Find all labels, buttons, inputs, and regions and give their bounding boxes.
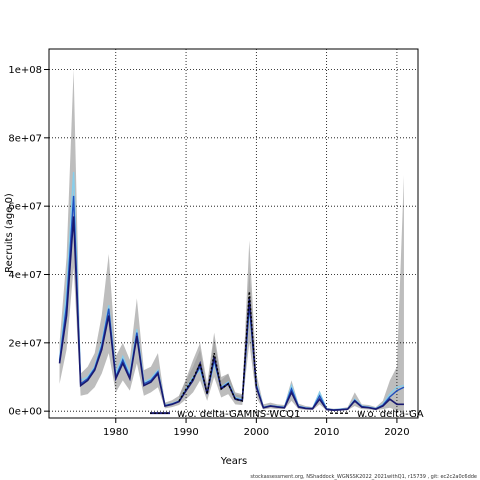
y-axis-title: Recruits (age 0) [4, 193, 15, 273]
overlay-series-line [178, 291, 258, 402]
y-tick-label: 2e+07 [8, 338, 42, 349]
series-line [58, 216, 404, 411]
x-tick-label: 1980 [103, 427, 128, 438]
plot-frame [48, 48, 419, 419]
x-tick-label: 2010 [314, 427, 339, 438]
confidence-band [59, 69, 404, 412]
x-tick-label: 2020 [384, 427, 409, 438]
x-tick-label: 2000 [244, 427, 269, 438]
footer-credit: stockassessment.org, NShaddock_WGNSSK202… [250, 474, 477, 480]
y-tick-label: 4e+07 [8, 270, 42, 281]
x-axis-title: Years [220, 456, 247, 467]
legend-label: w.o. delta-GA [357, 409, 424, 420]
y-tick-label: 0e+00 [8, 407, 42, 418]
legend-label: w.o. delta-GAMNS-WCQ1 [177, 409, 300, 420]
y-tick-label: 6e+07 [8, 202, 42, 213]
y-tick-label: 1e+08 [8, 65, 42, 76]
x-tick-label: 1990 [173, 427, 198, 438]
y-tick-label: 8e+07 [8, 133, 42, 144]
